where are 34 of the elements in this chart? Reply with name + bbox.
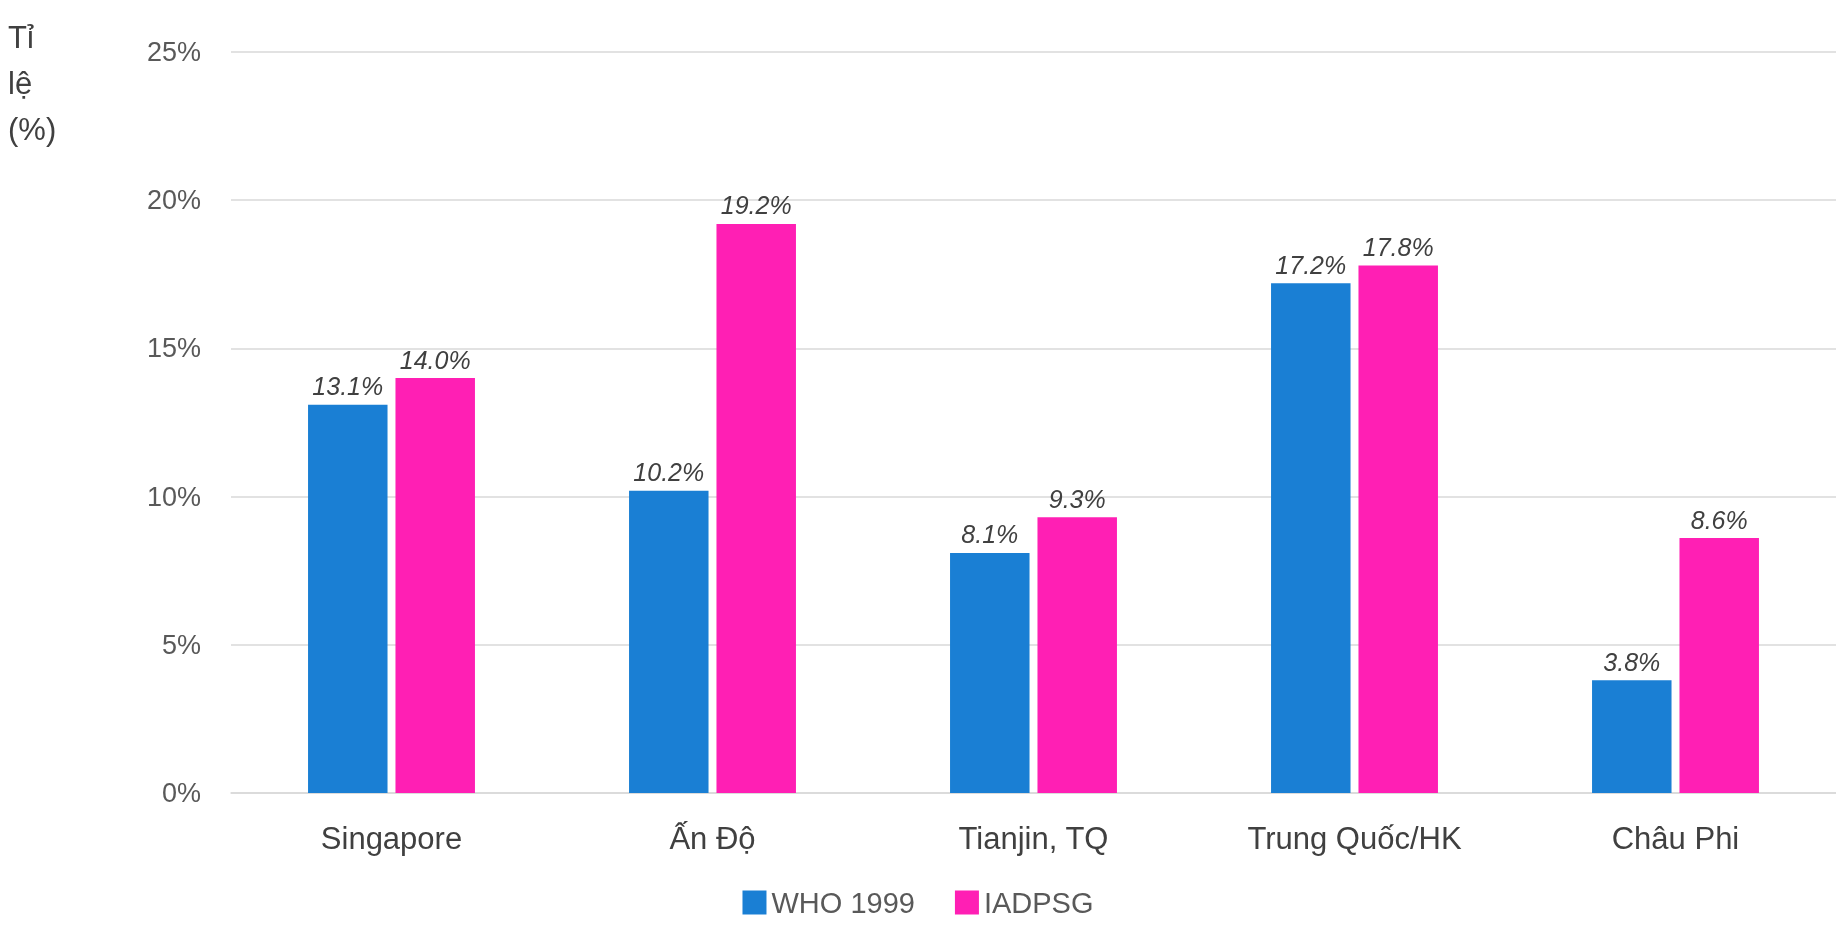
data-label: 3.8% <box>1603 647 1661 676</box>
bar <box>950 552 1030 793</box>
x-tick-label: Châu Phi <box>1611 821 1740 856</box>
x-tick-label: Ấn Độ <box>669 821 756 856</box>
y-tick-label: 15% <box>146 333 201 364</box>
data-label: 13.1% <box>312 372 384 401</box>
y-tick-label: 0% <box>161 778 201 808</box>
y-axis-title: Tỉ lệ (%) <box>8 19 57 147</box>
bar <box>716 223 796 793</box>
bar <box>1358 265 1438 793</box>
bar <box>308 404 388 793</box>
bar <box>1037 517 1117 793</box>
bar <box>1679 538 1759 793</box>
data-label: 8.6% <box>1690 505 1748 534</box>
bar <box>395 378 475 793</box>
y-tick-label: 10% <box>146 481 201 512</box>
bar <box>1592 680 1672 793</box>
x-tick-label: Tianjin, TQ <box>958 821 1109 856</box>
data-label: 10.2% <box>633 458 705 487</box>
data-label: 17.8% <box>1362 232 1434 261</box>
legend-label: WHO 1999 <box>771 886 915 919</box>
data-label: 17.2% <box>1275 250 1347 279</box>
x-tick-label: Trung Quốc/HK <box>1247 821 1462 856</box>
data-label: 9.3% <box>1048 484 1106 513</box>
data-label: 14.0% <box>399 345 471 374</box>
data-label: 8.1% <box>961 520 1019 549</box>
legend-label: IADPSG <box>983 886 1094 919</box>
y-tick-label: 5% <box>161 629 201 660</box>
bar <box>629 490 709 793</box>
x-tick-label: Singapore <box>320 821 463 856</box>
data-label: 19.2% <box>720 191 792 220</box>
y-tick-label: 25% <box>146 37 201 67</box>
bar <box>1271 283 1351 793</box>
y-tick-label: 20% <box>146 185 201 216</box>
